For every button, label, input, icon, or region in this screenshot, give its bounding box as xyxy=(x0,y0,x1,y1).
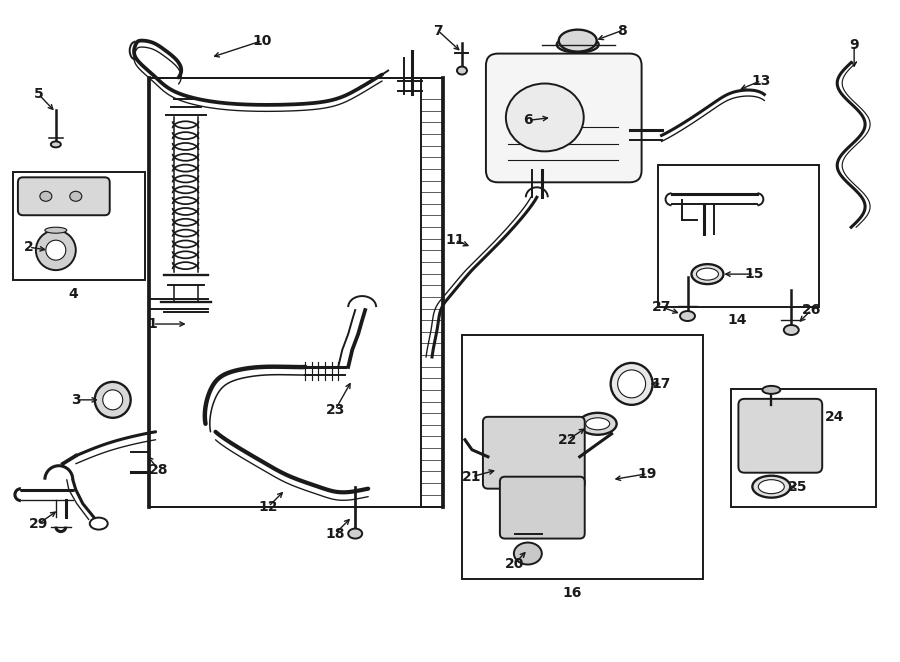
Circle shape xyxy=(46,240,66,260)
Text: 3: 3 xyxy=(71,393,81,407)
FancyBboxPatch shape xyxy=(483,417,585,489)
Ellipse shape xyxy=(557,36,598,52)
Text: 18: 18 xyxy=(326,526,345,541)
Ellipse shape xyxy=(680,311,695,321)
Ellipse shape xyxy=(40,191,52,201)
Ellipse shape xyxy=(691,264,724,284)
Text: 29: 29 xyxy=(29,516,49,531)
Bar xyxy=(13,172,145,280)
Ellipse shape xyxy=(348,528,362,539)
Bar xyxy=(658,166,819,307)
Text: 6: 6 xyxy=(523,113,533,128)
Bar xyxy=(732,389,876,506)
Text: 2: 2 xyxy=(24,240,34,254)
Ellipse shape xyxy=(784,325,799,335)
Ellipse shape xyxy=(457,67,467,75)
Circle shape xyxy=(94,382,130,418)
FancyBboxPatch shape xyxy=(500,477,585,539)
Ellipse shape xyxy=(90,518,108,530)
Ellipse shape xyxy=(579,413,617,435)
FancyBboxPatch shape xyxy=(738,399,823,473)
Bar xyxy=(148,77,443,506)
Text: 7: 7 xyxy=(433,24,443,38)
Ellipse shape xyxy=(617,370,645,398)
Text: 4: 4 xyxy=(68,287,77,301)
Ellipse shape xyxy=(697,268,718,280)
Text: 27: 27 xyxy=(652,300,671,314)
Text: 17: 17 xyxy=(652,377,671,391)
Text: 19: 19 xyxy=(638,467,657,481)
Ellipse shape xyxy=(50,142,61,148)
Text: 16: 16 xyxy=(562,587,581,600)
Ellipse shape xyxy=(559,30,597,52)
Text: 23: 23 xyxy=(326,403,345,417)
Text: 24: 24 xyxy=(824,410,844,424)
Circle shape xyxy=(103,390,122,410)
Text: 20: 20 xyxy=(505,557,525,571)
Text: 5: 5 xyxy=(34,87,44,101)
Text: 28: 28 xyxy=(148,463,168,477)
Text: 14: 14 xyxy=(727,313,747,327)
Ellipse shape xyxy=(759,480,784,494)
Text: 10: 10 xyxy=(253,34,272,48)
Text: 26: 26 xyxy=(802,303,821,317)
Ellipse shape xyxy=(611,363,652,405)
FancyBboxPatch shape xyxy=(18,177,110,215)
Text: 21: 21 xyxy=(463,470,482,484)
Text: 22: 22 xyxy=(558,433,578,447)
Text: 25: 25 xyxy=(788,480,807,494)
Ellipse shape xyxy=(586,418,609,430)
FancyBboxPatch shape xyxy=(486,54,642,182)
Text: 8: 8 xyxy=(616,24,626,38)
Text: 9: 9 xyxy=(850,38,859,52)
Text: 12: 12 xyxy=(258,500,278,514)
Ellipse shape xyxy=(514,543,542,565)
Ellipse shape xyxy=(45,227,67,233)
Text: 11: 11 xyxy=(446,233,464,247)
Circle shape xyxy=(36,230,76,270)
Ellipse shape xyxy=(70,191,82,201)
Ellipse shape xyxy=(762,386,780,394)
Ellipse shape xyxy=(752,476,790,498)
Text: 1: 1 xyxy=(148,317,157,331)
Text: 15: 15 xyxy=(744,267,764,281)
Bar xyxy=(462,335,704,579)
Text: 13: 13 xyxy=(752,73,771,87)
Ellipse shape xyxy=(506,83,584,152)
